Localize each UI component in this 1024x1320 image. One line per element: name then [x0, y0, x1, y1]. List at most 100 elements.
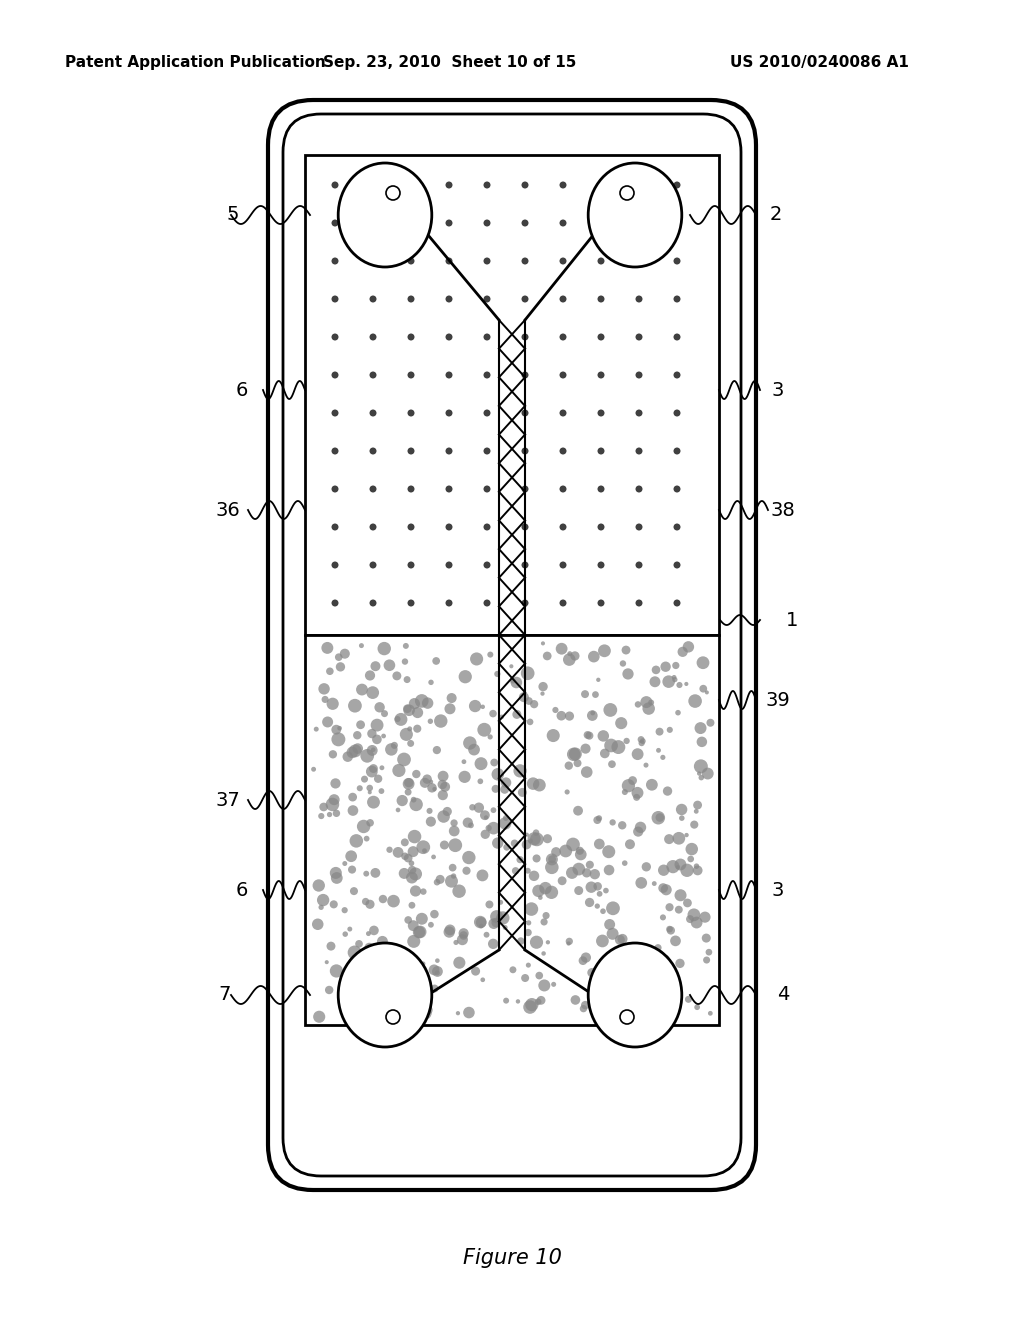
- Circle shape: [697, 771, 701, 776]
- Circle shape: [410, 797, 423, 812]
- Circle shape: [687, 855, 694, 862]
- Circle shape: [356, 684, 368, 696]
- Circle shape: [567, 651, 572, 656]
- Circle shape: [537, 995, 546, 1005]
- Circle shape: [365, 671, 375, 681]
- Circle shape: [540, 882, 552, 895]
- Circle shape: [327, 812, 332, 817]
- Circle shape: [597, 257, 604, 264]
- Circle shape: [348, 793, 357, 801]
- Circle shape: [698, 775, 705, 780]
- Circle shape: [428, 921, 434, 928]
- Circle shape: [670, 936, 681, 946]
- Circle shape: [332, 524, 339, 531]
- Circle shape: [597, 334, 604, 341]
- Circle shape: [521, 974, 529, 982]
- Circle shape: [636, 219, 642, 227]
- Circle shape: [412, 708, 423, 718]
- Circle shape: [699, 685, 708, 693]
- Circle shape: [445, 875, 458, 887]
- Circle shape: [410, 886, 421, 896]
- Circle shape: [359, 643, 364, 648]
- Circle shape: [635, 701, 641, 708]
- Circle shape: [559, 219, 566, 227]
- Circle shape: [676, 865, 680, 870]
- Circle shape: [543, 912, 550, 919]
- Circle shape: [332, 296, 339, 302]
- Circle shape: [403, 676, 411, 682]
- Circle shape: [340, 648, 350, 659]
- Circle shape: [347, 805, 358, 816]
- Circle shape: [541, 642, 545, 645]
- Circle shape: [521, 219, 528, 227]
- Circle shape: [403, 854, 413, 862]
- Circle shape: [691, 916, 702, 928]
- Circle shape: [479, 924, 483, 928]
- Circle shape: [408, 486, 415, 492]
- Circle shape: [431, 854, 436, 859]
- Circle shape: [565, 937, 572, 945]
- Circle shape: [600, 748, 609, 758]
- Circle shape: [528, 871, 540, 880]
- Circle shape: [643, 763, 648, 768]
- Circle shape: [404, 916, 412, 924]
- Circle shape: [445, 219, 453, 227]
- Circle shape: [408, 409, 415, 417]
- Circle shape: [575, 846, 584, 855]
- Circle shape: [663, 787, 672, 796]
- Circle shape: [598, 644, 611, 657]
- Circle shape: [463, 817, 473, 828]
- Circle shape: [590, 710, 595, 715]
- Circle shape: [408, 181, 415, 189]
- Circle shape: [666, 903, 674, 911]
- Circle shape: [487, 822, 500, 834]
- Circle shape: [604, 865, 614, 875]
- Circle shape: [332, 447, 339, 454]
- Circle shape: [636, 447, 642, 454]
- Circle shape: [318, 684, 330, 694]
- Circle shape: [325, 986, 334, 994]
- Text: Sep. 23, 2010  Sheet 10 of 15: Sep. 23, 2010 Sheet 10 of 15: [324, 54, 577, 70]
- Circle shape: [366, 766, 378, 777]
- Circle shape: [377, 973, 383, 979]
- Circle shape: [371, 747, 376, 752]
- Circle shape: [353, 968, 358, 973]
- Circle shape: [483, 561, 490, 569]
- Circle shape: [524, 833, 529, 837]
- Circle shape: [381, 710, 388, 717]
- Circle shape: [521, 667, 535, 680]
- Circle shape: [355, 940, 362, 948]
- Circle shape: [423, 1005, 433, 1015]
- Circle shape: [408, 524, 415, 531]
- Circle shape: [429, 780, 433, 784]
- Circle shape: [513, 764, 526, 777]
- Circle shape: [368, 986, 374, 993]
- Text: 6: 6: [236, 380, 248, 400]
- Circle shape: [521, 840, 531, 849]
- Circle shape: [437, 771, 449, 781]
- Circle shape: [332, 725, 341, 734]
- Circle shape: [376, 952, 383, 958]
- Circle shape: [437, 789, 447, 800]
- Text: 3: 3: [772, 880, 784, 899]
- Circle shape: [521, 257, 528, 264]
- Circle shape: [330, 965, 343, 978]
- Circle shape: [377, 936, 388, 946]
- Circle shape: [462, 851, 475, 865]
- Circle shape: [415, 694, 429, 708]
- Circle shape: [371, 869, 380, 878]
- Circle shape: [492, 768, 504, 780]
- Circle shape: [480, 830, 489, 840]
- Circle shape: [371, 661, 381, 671]
- Circle shape: [597, 371, 604, 379]
- Circle shape: [432, 787, 436, 791]
- Circle shape: [488, 939, 499, 949]
- Circle shape: [586, 882, 597, 892]
- Circle shape: [545, 886, 558, 899]
- Circle shape: [370, 257, 377, 264]
- Circle shape: [565, 711, 574, 721]
- Circle shape: [408, 561, 415, 569]
- Circle shape: [672, 661, 680, 669]
- Bar: [305, 154, 719, 635]
- Circle shape: [614, 981, 627, 994]
